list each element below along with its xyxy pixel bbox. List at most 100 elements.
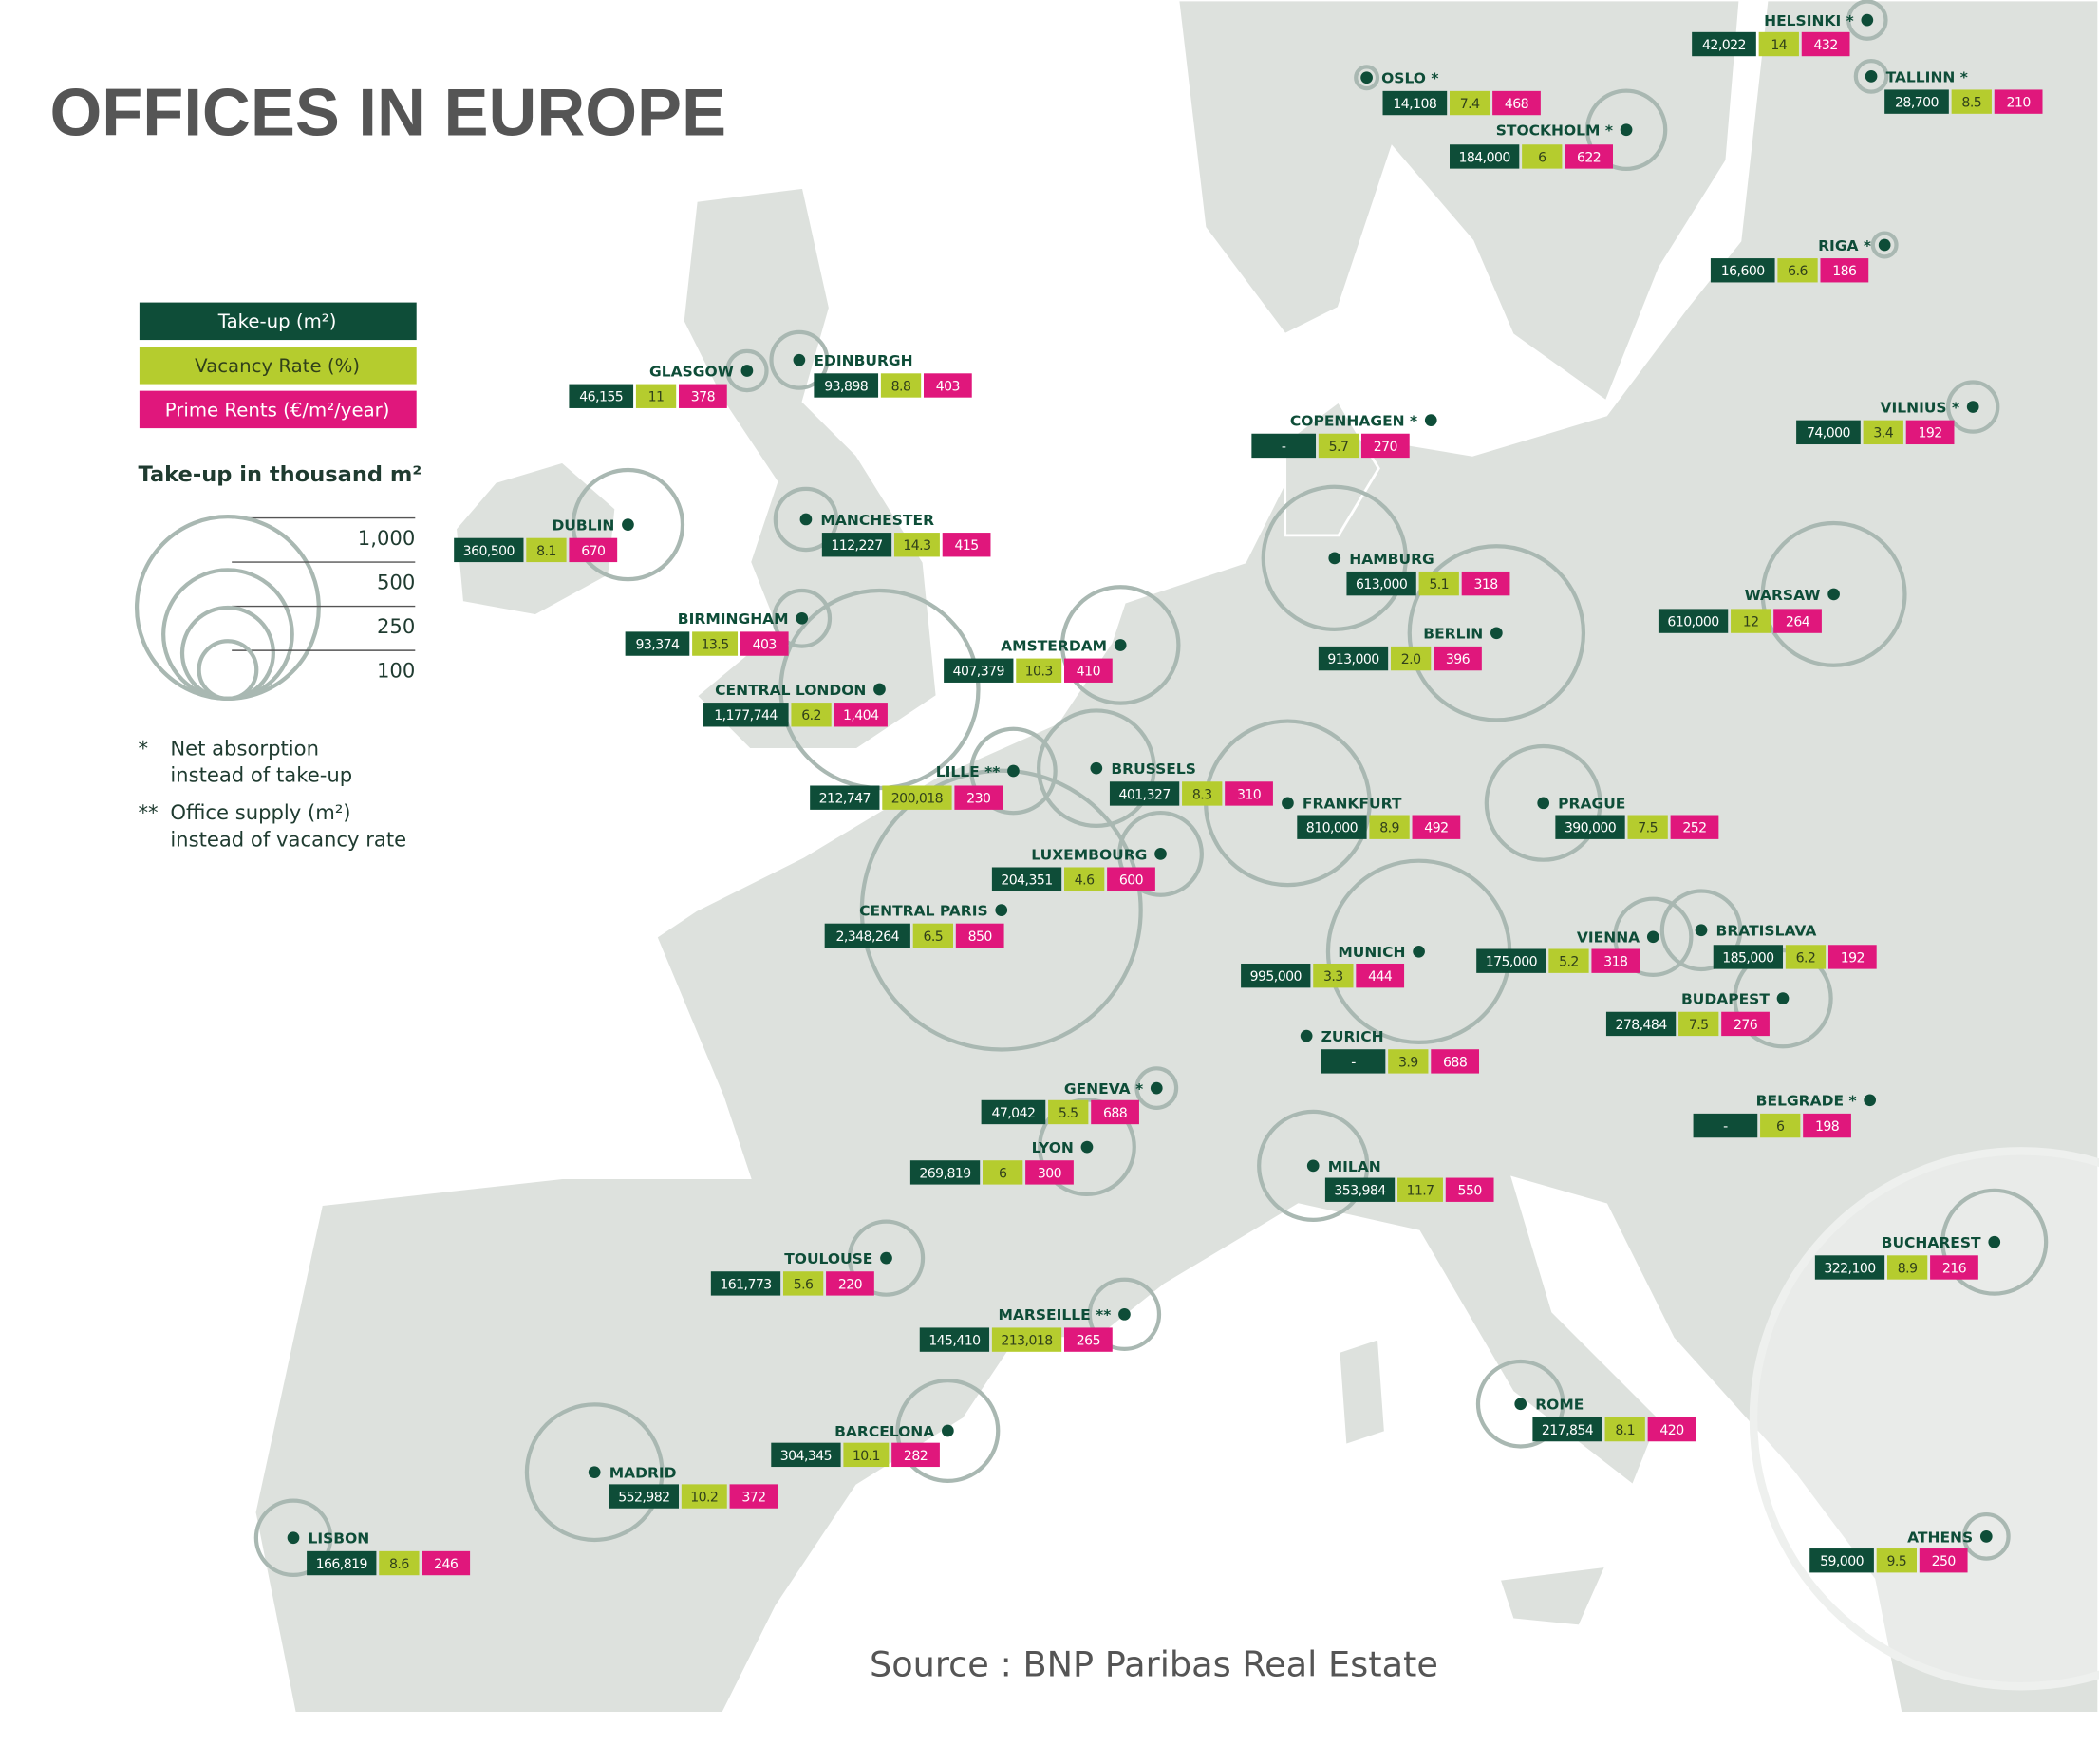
rent-value: 270 [1374,440,1398,455]
city-dot [1966,401,1979,413]
city-dot [1114,639,1127,651]
takeup-value: 93,374 [636,637,680,652]
takeup-box [1251,433,1317,459]
note-text: instead of vacancy rate [170,827,406,851]
takeup-value: 212,747 [819,792,871,807]
city-dot [796,611,809,625]
rent-box [1461,571,1510,596]
vacancy-box [1886,1255,1928,1280]
rent-box [826,1271,874,1296]
city-dot [1861,13,1874,27]
takeup-circle [1475,1359,1565,1449]
rent-value: 264 [1786,615,1810,630]
takeup-box [944,658,1014,683]
vacancy-value: 8.5 [1961,96,1981,111]
takeup-value: 995,000 [1250,969,1303,985]
city-name: BRATISLAVA [1716,923,1817,940]
legend: Take-up (m²) Vacancy Rate (%) Prime Rents … [134,302,422,851]
city-name: HELSINKI * [1764,12,1854,29]
scale-value: 500 [377,571,415,594]
city-dot [995,904,1008,916]
takeup-circle [895,1378,1001,1483]
rent-box [1565,144,1613,169]
vacancy-value: 3.4 [1873,426,1893,441]
vacancy-value: 9.5 [1886,1554,1906,1569]
rent-box [1820,258,1869,283]
vacancy-value: 2.0 [1401,652,1421,667]
takeup-value: 204,351 [1001,873,1052,889]
vacancy-box [1064,867,1105,891]
rent-box [422,1550,471,1576]
vacancy-value: 14 [1771,38,1787,53]
vacancy-box [379,1550,420,1576]
rent-box [679,384,727,408]
rent-value: 688 [1103,1106,1127,1121]
city-dot [1695,924,1708,937]
rent-box [942,533,991,557]
scale-value: 250 [377,614,415,638]
takeup-value: 185,000 [1722,950,1774,966]
vacancy-box [1785,945,1827,969]
vacancy-value: 13.5 [702,637,729,652]
rent-box [1647,1417,1696,1442]
vacancy-box [1731,609,1771,633]
city-name: ROME [1535,1397,1584,1414]
vacancy-value: 8.1 [536,544,556,559]
takeup-value: 166,819 [316,1557,367,1572]
takeup-box [1692,31,1756,57]
cities: HELSINKI * 42,022 14 432 OSLO * 14,108 7.4 468 T… [287,12,2043,1576]
vacancy-value: 6.5 [924,929,944,945]
rent-box [1919,1548,1968,1573]
city-dot [1490,627,1503,640]
city-dot [1328,552,1341,565]
city-dot [1979,1530,1993,1543]
vacancy-box [1048,1099,1089,1125]
city-name: MARSEILLE ** [999,1306,1112,1323]
city-dot [1306,1159,1320,1173]
vacancy-value: 7.5 [1689,1018,1709,1033]
sardinia [1337,1336,1387,1448]
source: Source : BNP Paribas Real Estate [870,1644,1438,1685]
vacancy-box [880,373,922,398]
rent-box [1492,90,1541,116]
rent-box [1670,815,1719,839]
scale-title: Take-up in thousand m² [138,462,422,487]
rent-value: 250 [1932,1554,1957,1569]
city-dot [1878,238,1891,252]
vacancy-value: 14.3 [903,538,930,554]
takeup-box [1713,945,1784,969]
city-name: LILLE ** [936,763,1001,780]
city-dot [1646,930,1659,944]
rent-value: 282 [904,1449,928,1464]
vacancy-value: 213,018 [1001,1334,1052,1349]
takeup-circle [1961,1511,2011,1561]
vacancy-box [782,1271,824,1296]
rent-box [1025,1160,1074,1185]
takeup-value: 93,898 [824,379,868,394]
vacancy-box [1876,1548,1917,1573]
sicily [1497,1564,1609,1628]
rent-value: 310 [1237,787,1262,802]
takeup-circle [1760,520,1907,667]
vacancy-value: 5.5 [1059,1106,1078,1121]
vacancy-value: 11 [648,390,665,405]
takeup-circle [847,1219,926,1297]
city-name: BUDAPEST [1681,991,1770,1008]
takeup-box [1532,1417,1602,1442]
takeup-value: 360,500 [463,544,515,559]
city-dot [287,1531,300,1545]
takeup-circle [1117,810,1204,897]
city-dot [1090,761,1103,775]
rent-value: 276 [1734,1018,1758,1033]
city-dot [1537,797,1550,810]
vacancy-value: 8.9 [1898,1261,1918,1276]
vacancy-box [1182,781,1223,806]
takeup-value: 175,000 [1486,955,1538,970]
takeup-box [1346,571,1416,596]
takeup-box [1796,420,1861,445]
takeup-box [703,703,789,727]
takeup-circle [1584,88,1668,171]
takeup-box [569,384,634,408]
city-name: AMSTERDAM [1001,637,1107,654]
